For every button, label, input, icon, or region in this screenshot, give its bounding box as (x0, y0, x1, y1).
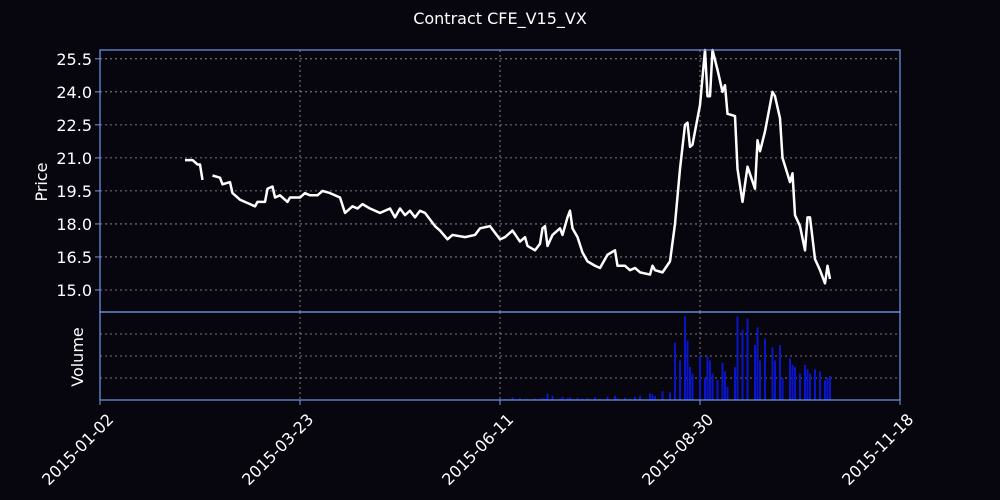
volume-bar (706, 356, 709, 400)
volume-bar (639, 395, 641, 400)
volume-bar (544, 398, 546, 400)
volume-bar (746, 318, 749, 400)
volume-bar (606, 396, 609, 400)
volume-bar (756, 327, 759, 400)
volume-bar (721, 362, 724, 400)
volume-bar (826, 378, 829, 400)
volume-bar (561, 396, 564, 400)
volume-bar (519, 398, 521, 400)
volume-bar (576, 397, 579, 400)
volume-bar (511, 397, 514, 400)
volume-bar (779, 345, 781, 400)
volume-bar (624, 397, 626, 400)
volume-bar (551, 395, 554, 400)
y-axis-label: Volume (68, 327, 87, 387)
volume-bar (614, 395, 616, 400)
volume-bar (651, 394, 654, 400)
volume-bar (661, 391, 664, 400)
volume-bar (716, 380, 719, 400)
volume-bar (679, 360, 681, 400)
volume-bar (791, 364, 794, 400)
volume-bar (794, 367, 796, 400)
volume-bar (734, 367, 736, 400)
volume-bar (774, 360, 776, 400)
volume-bar (699, 356, 701, 400)
y-axis-label: Price (32, 162, 51, 201)
volume-bar (691, 373, 694, 400)
volume-bar (594, 397, 596, 400)
volume-bar (741, 329, 744, 400)
volume-bar (771, 347, 774, 400)
volume-bar (669, 392, 671, 400)
axes-frame (99, 311, 901, 401)
volume-bar (781, 378, 784, 400)
volume-bar (709, 360, 711, 400)
volume-bar (541, 398, 544, 400)
volume-bar (586, 398, 589, 400)
price-line (185, 48, 832, 285)
volume-bar (581, 398, 584, 400)
volume-bar (704, 378, 706, 400)
volume-bar (819, 371, 821, 400)
volume-bar (684, 316, 686, 400)
y-tick-label: 15.0 (56, 281, 92, 300)
volume-bar (654, 396, 656, 400)
volume-bar (499, 398, 501, 400)
volume-bar (799, 373, 801, 400)
y-tick-label: 18.0 (56, 215, 92, 234)
volume-bar (726, 386, 729, 400)
volume-bar (566, 398, 569, 400)
y-tick-label: 22.5 (56, 116, 92, 135)
volume-bar (534, 398, 536, 400)
volume-bar (711, 373, 714, 400)
volume-bar (629, 398, 631, 400)
y-tick-label: 19.5 (56, 182, 92, 201)
volume-bar (569, 397, 571, 400)
volume-bar (759, 360, 761, 400)
y-tick-label: 21.0 (56, 149, 92, 168)
volume-bar (689, 367, 691, 400)
y-tick-label: 24.0 (56, 83, 92, 102)
volume-bar (616, 398, 619, 400)
volume-bar (789, 358, 791, 400)
y-tick-label: 16.5 (56, 248, 92, 267)
volume-bar (724, 371, 726, 400)
volume-bar (686, 340, 689, 400)
volume-bar (559, 398, 561, 400)
volume-bar (754, 345, 756, 400)
volume-bar (736, 316, 739, 400)
volume-bar (809, 373, 811, 400)
volume-bar (634, 396, 636, 400)
volume-bar (764, 338, 766, 400)
volume-bar (806, 369, 809, 400)
volume-bar (546, 393, 549, 400)
volume-bar (649, 393, 651, 400)
volume-bar (674, 342, 676, 400)
volume-bar (814, 369, 816, 400)
volume-bar (804, 364, 806, 400)
y-tick-label: 25.5 (56, 50, 92, 69)
volume-bar (829, 375, 831, 400)
chart-title: Contract CFE_V15_VX (413, 9, 587, 29)
volume-bar (824, 380, 826, 400)
